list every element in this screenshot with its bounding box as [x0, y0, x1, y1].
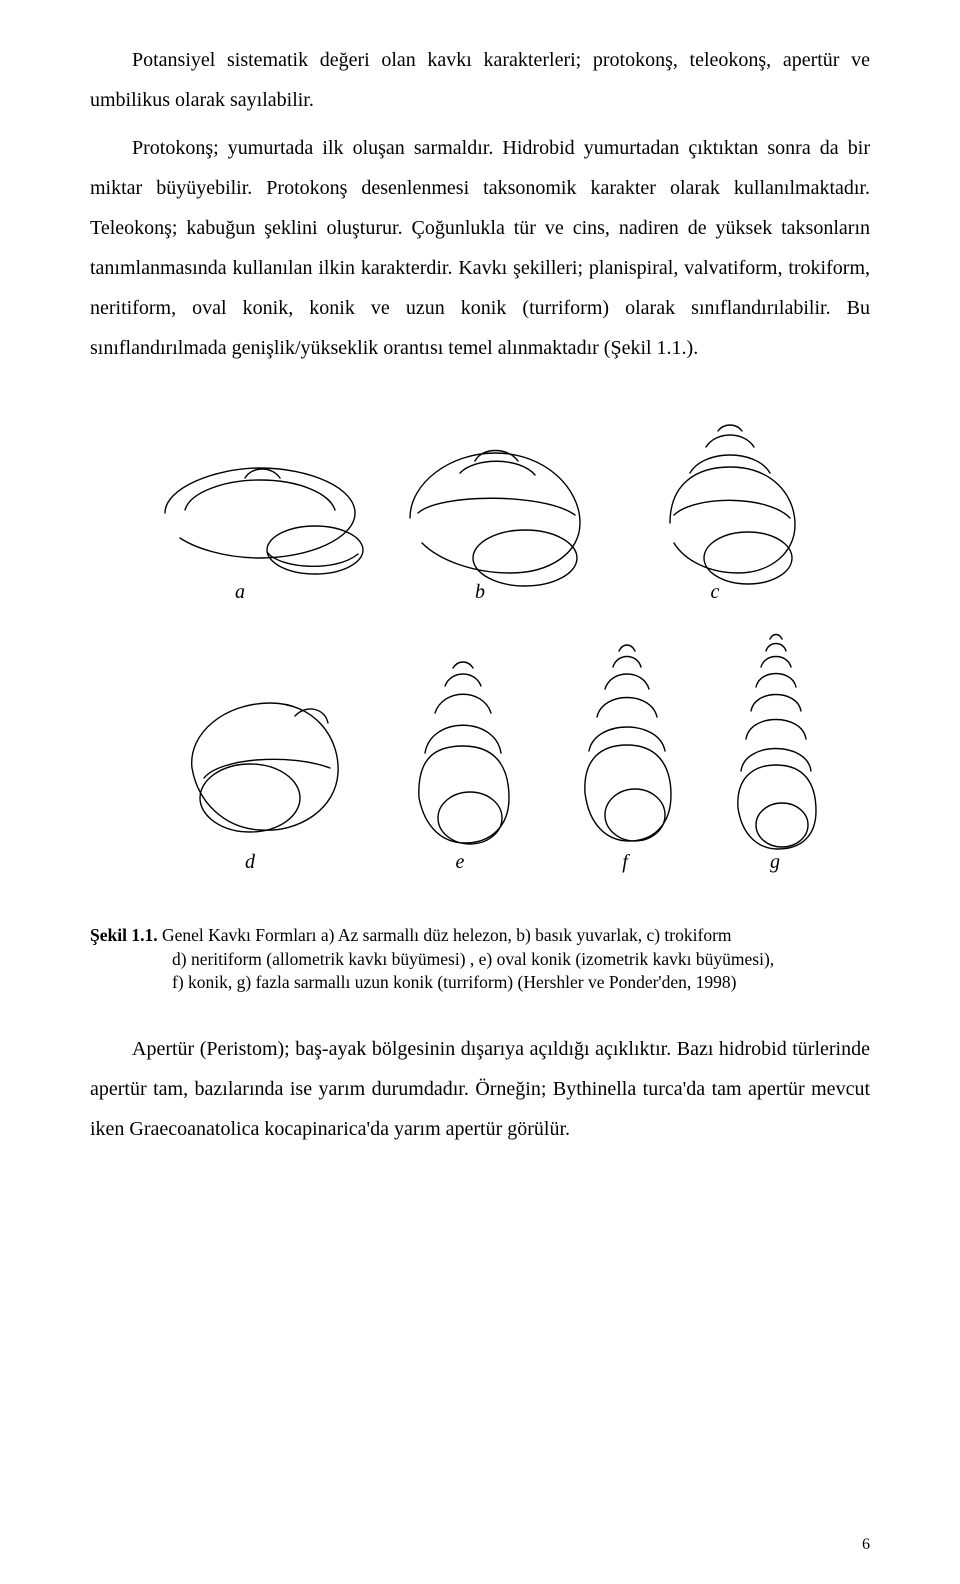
figure-caption-line2: d) neritiform (allometrik kavkı büyümesi… — [172, 948, 870, 972]
label-b: b — [475, 581, 485, 603]
shell-c — [670, 425, 795, 584]
page: Potansiyel sistematik değeri olan kavkı … — [0, 0, 960, 1584]
label-g: g — [770, 851, 780, 873]
label-c: c — [711, 581, 720, 603]
label-e: e — [456, 851, 465, 873]
shell-d — [192, 703, 338, 832]
shell-forms-diagram: a b — [120, 398, 840, 918]
figure-caption-line3: f) konik, g) fazla sarmallı uzun konik (… — [172, 971, 870, 995]
label-a: a — [235, 581, 245, 603]
figure-caption: Şekil 1.1. Genel Kavkı Formları a) Az sa… — [90, 924, 870, 995]
shell-e — [419, 662, 509, 844]
shell-f — [585, 645, 671, 841]
page-number: 6 — [862, 1536, 870, 1554]
shell-g — [738, 635, 816, 850]
label-f: f — [622, 851, 630, 873]
shell-a — [165, 468, 363, 574]
figure-1-1: a b — [90, 398, 870, 995]
shell-b — [410, 451, 580, 587]
figure-caption-label: Şekil 1.1. — [90, 925, 158, 945]
paragraph-1: Potansiyel sistematik değeri olan kavkı … — [90, 40, 870, 120]
label-d: d — [245, 851, 256, 873]
paragraph-3: Apertür (Peristom); baş-ayak bölgesinin … — [90, 1029, 870, 1149]
figure-caption-line1: Genel Kavkı Formları a) Az sarmallı düz … — [158, 925, 732, 945]
paragraph-2: Protokonş; yumurtada ilk oluşan sarmaldı… — [90, 128, 870, 368]
